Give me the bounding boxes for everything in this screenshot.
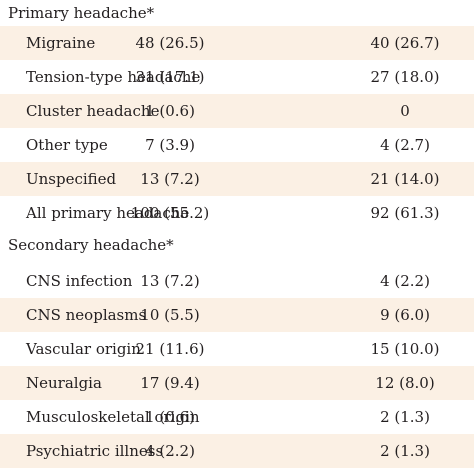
row-label: Other type [26, 136, 108, 154]
section-title-secondary: Secondary headache* [8, 236, 174, 254]
row-value-col2: 15 (10.0) [370, 340, 440, 358]
row-label: Tension-type headache [26, 68, 201, 86]
row-value-col2: 9 (6.0) [380, 306, 430, 324]
row-value-col2: 40 (26.7) [370, 34, 440, 52]
row-label: Migraine [26, 34, 96, 52]
row-value-col2: 4 (2.7) [380, 136, 430, 154]
row-value-col1: 1 (0.6) [145, 102, 195, 120]
table-row: Neuralgia 17 (9.4) 12 (8.0) [0, 366, 474, 400]
row-value-col1: 13 (7.2) [140, 170, 200, 188]
table-row: Other type 7 (3.9) 4 (2.7) [0, 128, 474, 162]
table-row: Unspecified 13 (7.2) 21 (14.0) [0, 162, 474, 196]
table-row: Tension-type headache 31 (17.1) 27 (18.0… [0, 60, 474, 94]
section-title-primary: Primary headache* [8, 4, 155, 22]
row-label: Unspecified [26, 170, 117, 188]
row-label: Neuralgia [26, 374, 102, 392]
row-label: Psychiatric illness [26, 442, 164, 460]
row-value-col2: 2 (1.3) [380, 442, 430, 460]
row-value-col1: 17 (9.4) [140, 374, 200, 392]
row-value-col2: 4 (2.2) [380, 272, 430, 290]
row-value-col2: 21 (14.0) [370, 170, 440, 188]
row-value-col1: 100 (55.2) [130, 204, 210, 222]
row-value-col2: 2 (1.3) [380, 408, 430, 426]
table-row: Psychiatric illness 4 (2.2) 2 (1.3) [0, 434, 474, 468]
row-value-col2: 0 [400, 102, 410, 120]
row-label: CNS neoplasms [26, 306, 147, 324]
row-value-col1: 10 (5.5) [140, 306, 200, 324]
row-label: CNS infection [26, 272, 133, 290]
row-value-col1: 7 (3.9) [145, 136, 195, 154]
row-label: Musculoskeletal origin [26, 408, 200, 426]
row-value-col1: 13 (7.2) [140, 272, 200, 290]
row-value-col1: 48 (26.5) [135, 34, 205, 52]
table-row: Migraine 48 (26.5) 40 (26.7) [0, 26, 474, 60]
table-row: Cluster headache 1 (0.6) 0 [0, 94, 474, 128]
row-value-col2: 92 (61.3) [370, 204, 440, 222]
table-row: All primary headache 100 (55.2) 92 (61.3… [0, 196, 474, 230]
table-row: CNS infection 13 (7.2) 4 (2.2) [0, 264, 474, 298]
row-label: All primary headache [26, 204, 190, 222]
row-value-col1: 31 (17.1) [135, 68, 205, 86]
row-value-col2: 12 (8.0) [375, 374, 435, 392]
row-label: Vascular origin [26, 340, 141, 358]
table-row: Vascular origin 21 (11.6) 15 (10.0) [0, 332, 474, 366]
row-value-col1: 21 (11.6) [135, 340, 205, 358]
table-row: Musculoskeletal origin 1 (0.6) 2 (1.3) [0, 400, 474, 434]
row-value-col1: 1 (0.6) [145, 408, 195, 426]
row-value-col1: 4 (2.2) [145, 442, 195, 460]
row-value-col2: 27 (18.0) [370, 68, 440, 86]
table-row: CNS neoplasms 10 (5.5) 9 (6.0) [0, 298, 474, 332]
row-label: Cluster headache [26, 102, 160, 120]
